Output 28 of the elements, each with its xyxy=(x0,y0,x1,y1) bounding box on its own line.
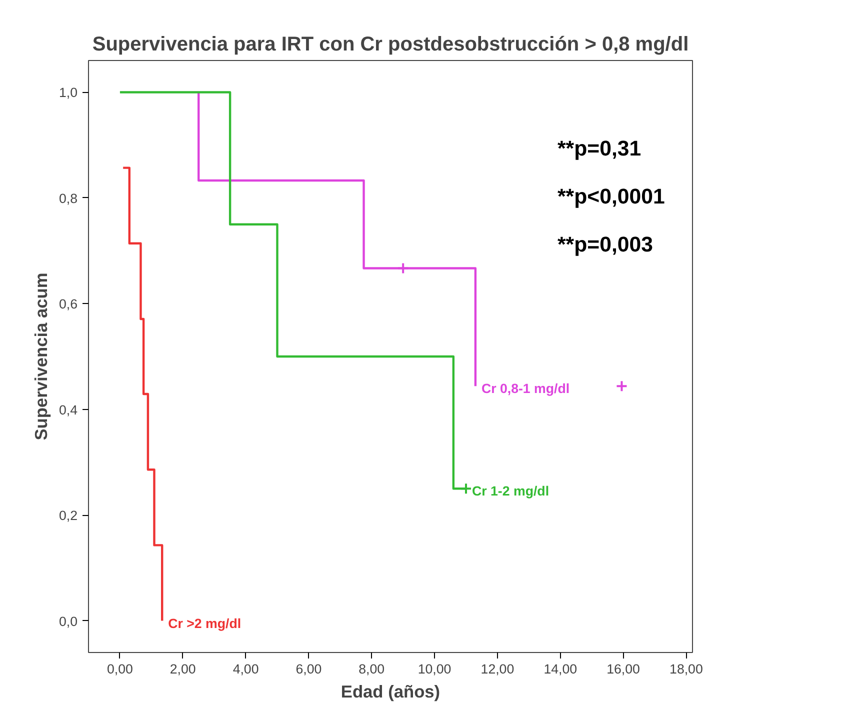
y-axis-title: Supervivencia acum xyxy=(30,272,51,440)
chart-title: Supervivencia para IRT con Cr postdesobstrucción > 0,8 mg/dl xyxy=(92,34,689,56)
x-tick-label: 16,00 xyxy=(606,662,640,676)
series-label: Cr >2 mg/dl xyxy=(168,616,242,631)
annotation: **p=0,31 xyxy=(558,136,642,160)
annotation: **p=0,003 xyxy=(558,232,654,256)
y-tick-label: 0,2 xyxy=(58,508,78,524)
point xyxy=(616,380,628,392)
x-tick-label: 0,00 xyxy=(106,662,133,676)
y-tick-label: 0,0 xyxy=(58,614,78,629)
x-tick-label: 6,00 xyxy=(296,662,322,676)
x-tick-label: 2,00 xyxy=(170,662,196,676)
y-tick-label: 1,0 xyxy=(58,85,78,100)
x-axis-title: Edad (años) xyxy=(340,682,440,702)
series-label: Cr 0,8-1 mg/dl xyxy=(481,381,570,396)
x-tick-label: 10,00 xyxy=(418,662,452,676)
x-tick-label: 18,00 xyxy=(670,662,703,676)
series-label: Cr 1-2 mg/dl xyxy=(472,484,550,499)
x-tick-label: 4,00 xyxy=(232,662,259,676)
x-tick-label: 14,00 xyxy=(544,662,578,676)
y-tick-label: 0,6 xyxy=(58,296,78,312)
point xyxy=(397,262,410,274)
x-tick-label: 8,00 xyxy=(358,662,385,676)
point xyxy=(460,482,472,495)
annotation: **p<0,0001 xyxy=(558,184,665,208)
y-tick-label: 0,8 xyxy=(58,190,78,206)
x-tick-label: 12,00 xyxy=(480,662,514,676)
y-tick-label: 0,4 xyxy=(58,402,78,418)
